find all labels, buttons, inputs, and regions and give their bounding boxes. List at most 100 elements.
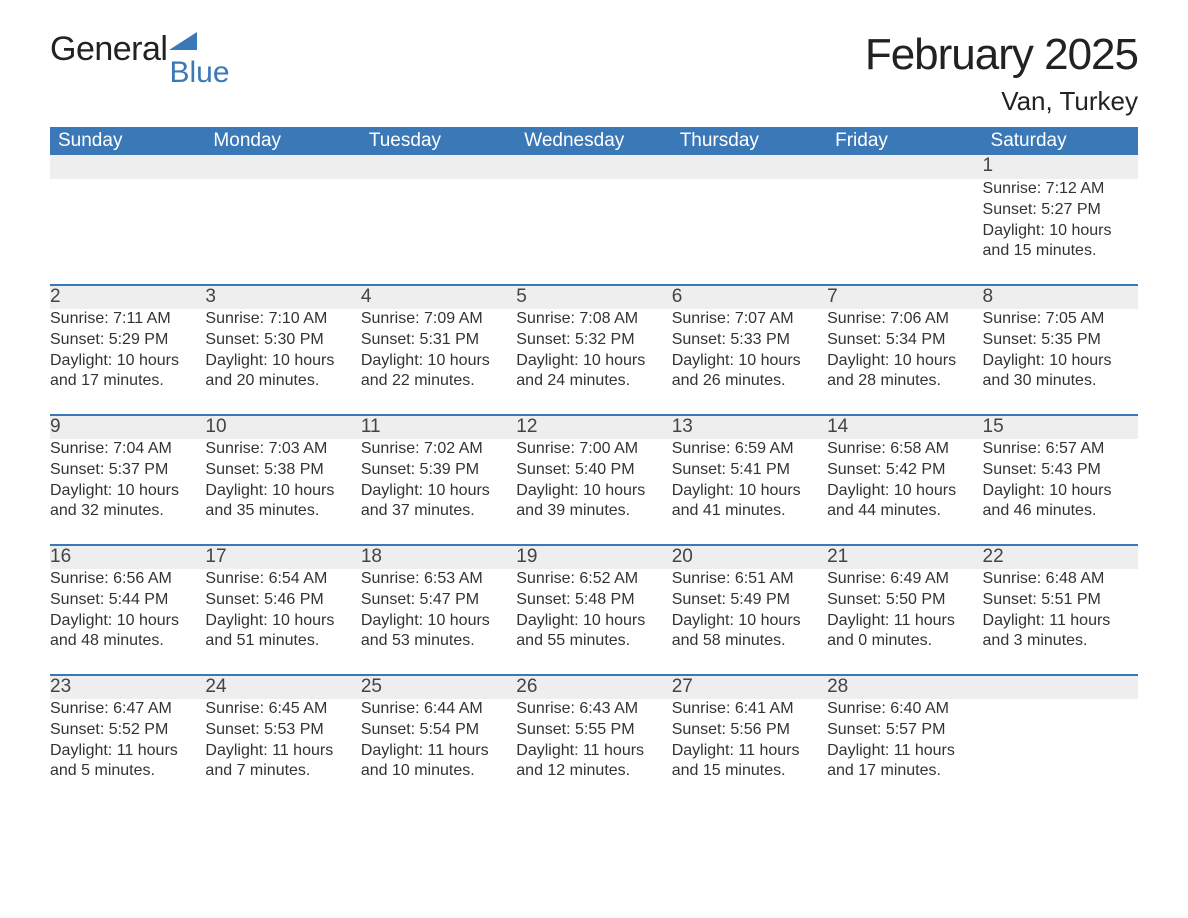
day-detail-row: Sunrise: 6:47 AMSunset: 5:52 PMDaylight:… [50, 699, 1138, 805]
logo-part2: Blue [169, 56, 229, 90]
day-cell [205, 179, 360, 285]
day-cell: Sunrise: 6:51 AMSunset: 5:49 PMDaylight:… [672, 569, 827, 675]
day-cell: Sunrise: 6:59 AMSunset: 5:41 PMDaylight:… [672, 439, 827, 545]
day-cell [361, 179, 516, 285]
day-number: 7 [827, 285, 982, 309]
day-number: 12 [516, 415, 671, 439]
day-cell: Sunrise: 6:43 AMSunset: 5:55 PMDaylight:… [516, 699, 671, 805]
sunset-text: Sunset: 5:53 PM [205, 720, 360, 741]
daylight-text: Daylight: 10 hours and 39 minutes. [516, 481, 671, 523]
sunrise-text: Sunrise: 7:03 AM [205, 439, 360, 460]
day-number [516, 155, 671, 179]
day-cell [672, 179, 827, 285]
daylight-text: Daylight: 10 hours and 53 minutes. [361, 611, 516, 653]
day-number: 27 [672, 675, 827, 699]
day-cell: Sunrise: 6:48 AMSunset: 5:51 PMDaylight:… [983, 569, 1138, 675]
daylight-text: Daylight: 10 hours and 17 minutes. [50, 351, 205, 393]
day-number: 8 [983, 285, 1138, 309]
day-number [50, 155, 205, 179]
daylight-text: Daylight: 10 hours and 30 minutes. [983, 351, 1138, 393]
day-number [361, 155, 516, 179]
daylight-text: Daylight: 10 hours and 41 minutes. [672, 481, 827, 523]
day-cell: Sunrise: 6:58 AMSunset: 5:42 PMDaylight:… [827, 439, 982, 545]
sunset-text: Sunset: 5:43 PM [983, 460, 1138, 481]
sunrise-text: Sunrise: 6:43 AM [516, 699, 671, 720]
day-number: 15 [983, 415, 1138, 439]
day-detail-row: Sunrise: 7:12 AMSunset: 5:27 PMDaylight:… [50, 179, 1138, 285]
day-cell: Sunrise: 7:10 AMSunset: 5:30 PMDaylight:… [205, 309, 360, 415]
day-cell: Sunrise: 6:54 AMSunset: 5:46 PMDaylight:… [205, 569, 360, 675]
daylight-text: Daylight: 10 hours and 46 minutes. [983, 481, 1138, 523]
day-number: 6 [672, 285, 827, 309]
sunset-text: Sunset: 5:35 PM [983, 330, 1138, 351]
sunset-text: Sunset: 5:51 PM [983, 590, 1138, 611]
title-block: February 2025 Van, Turkey [865, 30, 1138, 117]
day-cell: Sunrise: 7:12 AMSunset: 5:27 PMDaylight:… [983, 179, 1138, 285]
daylight-text: Daylight: 10 hours and 51 minutes. [205, 611, 360, 653]
logo-part1: General [50, 30, 167, 69]
day-cell: Sunrise: 7:08 AMSunset: 5:32 PMDaylight:… [516, 309, 671, 415]
daylight-text: Daylight: 10 hours and 24 minutes. [516, 351, 671, 393]
day-detail-row: Sunrise: 7:04 AMSunset: 5:37 PMDaylight:… [50, 439, 1138, 545]
sunset-text: Sunset: 5:41 PM [672, 460, 827, 481]
day-number: 25 [361, 675, 516, 699]
day-cell: Sunrise: 6:47 AMSunset: 5:52 PMDaylight:… [50, 699, 205, 805]
day-cell [516, 179, 671, 285]
day-cell: Sunrise: 7:00 AMSunset: 5:40 PMDaylight:… [516, 439, 671, 545]
sunrise-text: Sunrise: 6:47 AM [50, 699, 205, 720]
day-number-row: 232425262728 [50, 675, 1138, 699]
sunset-text: Sunset: 5:32 PM [516, 330, 671, 351]
daylight-text: Daylight: 10 hours and 32 minutes. [50, 481, 205, 523]
logo-flag-icon [169, 32, 197, 55]
sunset-text: Sunset: 5:55 PM [516, 720, 671, 741]
sunrise-text: Sunrise: 6:53 AM [361, 569, 516, 590]
sunset-text: Sunset: 5:29 PM [50, 330, 205, 351]
sunset-text: Sunset: 5:27 PM [983, 200, 1138, 221]
sunrise-text: Sunrise: 6:41 AM [672, 699, 827, 720]
calendar-location: Van, Turkey [865, 86, 1138, 117]
day-number [827, 155, 982, 179]
sunrise-text: Sunrise: 7:08 AM [516, 309, 671, 330]
sunrise-text: Sunrise: 6:45 AM [205, 699, 360, 720]
day-cell: Sunrise: 7:04 AMSunset: 5:37 PMDaylight:… [50, 439, 205, 545]
day-number: 26 [516, 675, 671, 699]
sunset-text: Sunset: 5:34 PM [827, 330, 982, 351]
sunset-text: Sunset: 5:50 PM [827, 590, 982, 611]
weekday-header-row: Sunday Monday Tuesday Wednesday Thursday… [50, 127, 1138, 155]
daylight-text: Daylight: 11 hours and 17 minutes. [827, 741, 982, 783]
day-number: 20 [672, 545, 827, 569]
sunset-text: Sunset: 5:38 PM [205, 460, 360, 481]
day-number: 24 [205, 675, 360, 699]
day-detail-row: Sunrise: 7:11 AMSunset: 5:29 PMDaylight:… [50, 309, 1138, 415]
weekday-header: Saturday [983, 127, 1138, 155]
sunrise-text: Sunrise: 6:49 AM [827, 569, 982, 590]
day-number: 23 [50, 675, 205, 699]
daylight-text: Daylight: 10 hours and 20 minutes. [205, 351, 360, 393]
daylight-text: Daylight: 11 hours and 12 minutes. [516, 741, 671, 783]
calendar-title: February 2025 [865, 30, 1138, 80]
sunset-text: Sunset: 5:46 PM [205, 590, 360, 611]
day-number-row: 1 [50, 155, 1138, 179]
daylight-text: Daylight: 10 hours and 48 minutes. [50, 611, 205, 653]
daylight-text: Daylight: 11 hours and 7 minutes. [205, 741, 360, 783]
sunset-text: Sunset: 5:47 PM [361, 590, 516, 611]
daylight-text: Daylight: 10 hours and 44 minutes. [827, 481, 982, 523]
day-number: 3 [205, 285, 360, 309]
sunrise-text: Sunrise: 6:54 AM [205, 569, 360, 590]
day-number: 28 [827, 675, 982, 699]
day-detail-row: Sunrise: 6:56 AMSunset: 5:44 PMDaylight:… [50, 569, 1138, 675]
day-cell: Sunrise: 7:02 AMSunset: 5:39 PMDaylight:… [361, 439, 516, 545]
sunset-text: Sunset: 5:49 PM [672, 590, 827, 611]
day-number [983, 675, 1138, 699]
daylight-text: Daylight: 10 hours and 28 minutes. [827, 351, 982, 393]
sunrise-text: Sunrise: 7:07 AM [672, 309, 827, 330]
sunrise-text: Sunrise: 7:06 AM [827, 309, 982, 330]
day-number: 9 [50, 415, 205, 439]
day-cell: Sunrise: 7:11 AMSunset: 5:29 PMDaylight:… [50, 309, 205, 415]
daylight-text: Daylight: 10 hours and 55 minutes. [516, 611, 671, 653]
day-cell: Sunrise: 6:40 AMSunset: 5:57 PMDaylight:… [827, 699, 982, 805]
sunrise-text: Sunrise: 6:56 AM [50, 569, 205, 590]
day-number: 18 [361, 545, 516, 569]
sunrise-text: Sunrise: 7:10 AM [205, 309, 360, 330]
day-cell [50, 179, 205, 285]
